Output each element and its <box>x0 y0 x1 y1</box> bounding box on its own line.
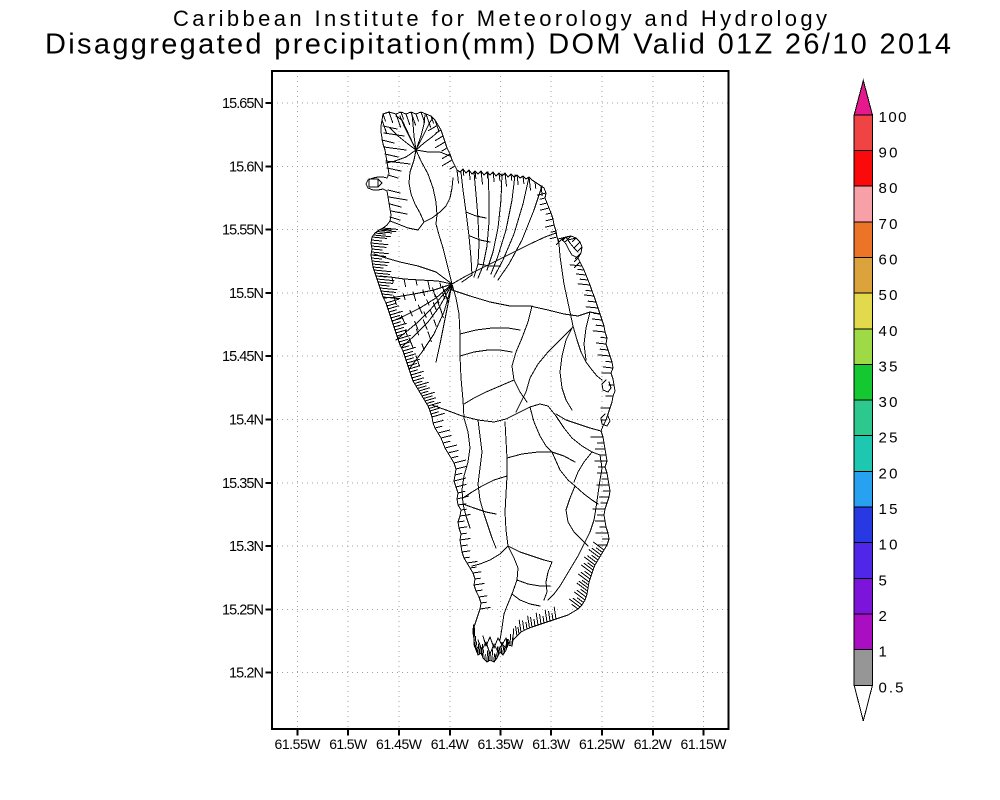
svg-text:15.65N: 15.65N <box>222 96 264 112</box>
svg-text:61.5W: 61.5W <box>329 736 368 752</box>
svg-text:90: 90 <box>879 145 898 162</box>
svg-text:60: 60 <box>879 251 898 268</box>
svg-text:50: 50 <box>879 287 898 304</box>
svg-text:1: 1 <box>879 644 887 661</box>
svg-text:25: 25 <box>879 430 898 447</box>
svg-text:61.15W: 61.15W <box>681 736 728 752</box>
svg-text:0.5: 0.5 <box>879 679 904 696</box>
svg-text:15.4N: 15.4N <box>229 413 264 429</box>
svg-text:15.45N: 15.45N <box>222 349 264 365</box>
svg-text:10: 10 <box>879 537 898 554</box>
svg-text:61.25W: 61.25W <box>579 736 626 752</box>
svg-text:20: 20 <box>879 465 898 482</box>
svg-text:15.25N: 15.25N <box>222 602 264 618</box>
svg-text:30: 30 <box>879 394 898 411</box>
svg-text:70: 70 <box>879 216 898 233</box>
svg-text:5: 5 <box>879 572 887 589</box>
svg-text:35: 35 <box>879 358 898 375</box>
svg-text:Caribbean Institute for Meteor: Caribbean Institute for Meteorology and … <box>173 6 827 31</box>
svg-text:80: 80 <box>879 180 898 197</box>
svg-text:2: 2 <box>879 608 887 625</box>
svg-text:61.35W: 61.35W <box>478 736 525 752</box>
svg-text:61.55W: 61.55W <box>275 736 322 752</box>
svg-text:40: 40 <box>879 323 898 340</box>
svg-text:15: 15 <box>879 501 898 518</box>
svg-text:61.45W: 61.45W <box>376 736 423 752</box>
svg-text:15.2N: 15.2N <box>229 666 264 682</box>
svg-text:61.3W: 61.3W <box>532 736 571 752</box>
svg-text:61.4W: 61.4W <box>431 736 470 752</box>
svg-text:Disaggregated precipitation(mm: Disaggregated precipitation(mm) DOM Vali… <box>45 29 951 61</box>
svg-text:15.5N: 15.5N <box>229 286 264 302</box>
svg-text:61.2W: 61.2W <box>634 736 673 752</box>
svg-text:15.35N: 15.35N <box>222 476 264 492</box>
svg-text:15.3N: 15.3N <box>229 539 264 555</box>
svg-text:100: 100 <box>879 109 907 126</box>
svg-text:15.55N: 15.55N <box>222 223 264 239</box>
svg-text:15.6N: 15.6N <box>229 159 264 175</box>
